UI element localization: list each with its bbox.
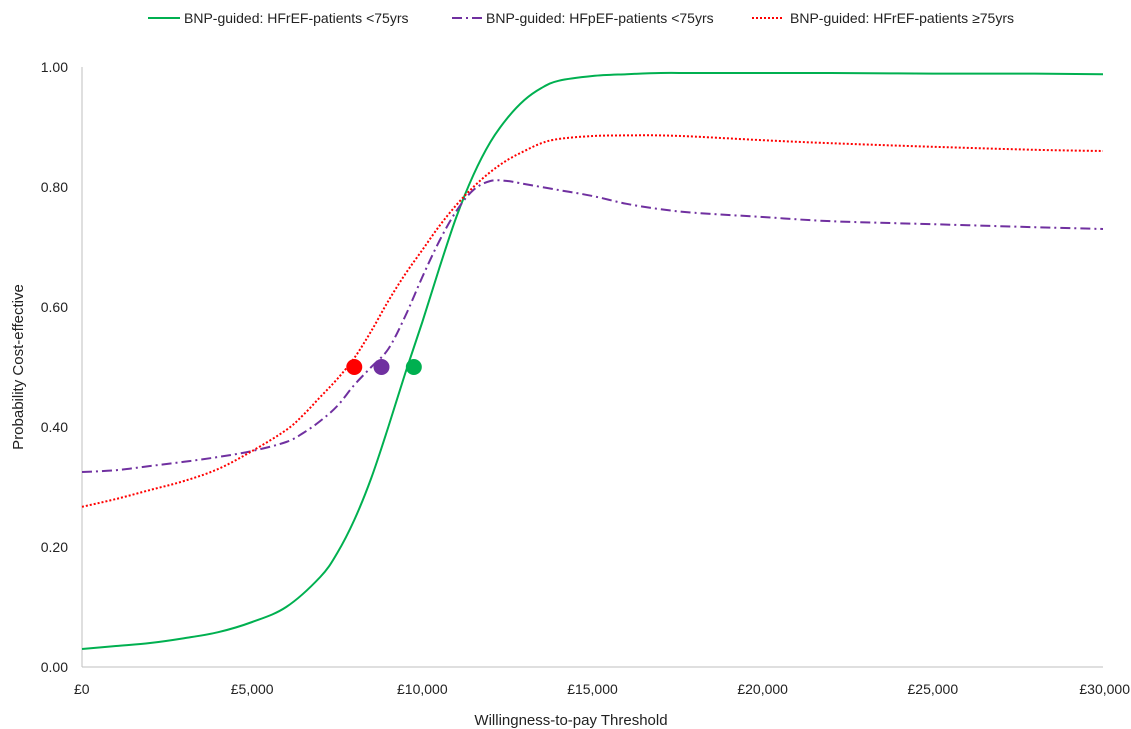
threshold-marker-3 (346, 359, 363, 375)
series-line-2 (81, 179, 1104, 473)
legend-label-series-1: BNP-guided: HFrEF-patients <75yrs (184, 10, 408, 26)
y-tick-label: 0.00 (41, 659, 68, 675)
legend-label-series-3: BNP-guided: HFrEF-patients ≥75yrs (790, 10, 1014, 26)
x-tick-label: £20,000 (737, 681, 788, 697)
legend-label-series-2: BNP-guided: HFpEF-patients <75yrs (486, 10, 714, 26)
threshold-marker-2 (373, 359, 390, 375)
series-lines (81, 71, 1104, 650)
y-tick-label: 0.40 (41, 419, 68, 435)
x-tick-label: £25,000 (908, 681, 959, 697)
x-tick-label: £15,000 (567, 681, 618, 697)
series-line-3 (81, 134, 1104, 508)
y-tick-label: 0.60 (41, 299, 68, 315)
legend: BNP-guided: HFrEF-patients <75yrs BNP-gu… (148, 10, 1014, 26)
y-tick-label: 1.00 (41, 59, 68, 75)
y-tick-labels: 0.00 0.20 0.40 0.60 0.80 1.00 (41, 59, 68, 675)
x-axis-title: Willingness-to-pay Threshold (474, 712, 667, 729)
y-axis-title: Probability Cost-effective (10, 284, 27, 450)
x-tick-label: £30,000 (1079, 681, 1130, 697)
x-tick-labels: £0 £5,000 £10,000 £15,000 £20,000 £25,000 £30,… (74, 681, 1130, 697)
y-tick-label: 0.80 (41, 179, 68, 195)
threshold-markers (346, 359, 422, 375)
x-tick-label: £5,000 (231, 681, 274, 697)
series-line-1 (81, 71, 1104, 650)
x-tick-label: £10,000 (397, 681, 448, 697)
y-tick-label: 0.20 (41, 539, 68, 555)
threshold-marker-1 (405, 359, 422, 375)
x-tick-label: £0 (74, 681, 90, 697)
